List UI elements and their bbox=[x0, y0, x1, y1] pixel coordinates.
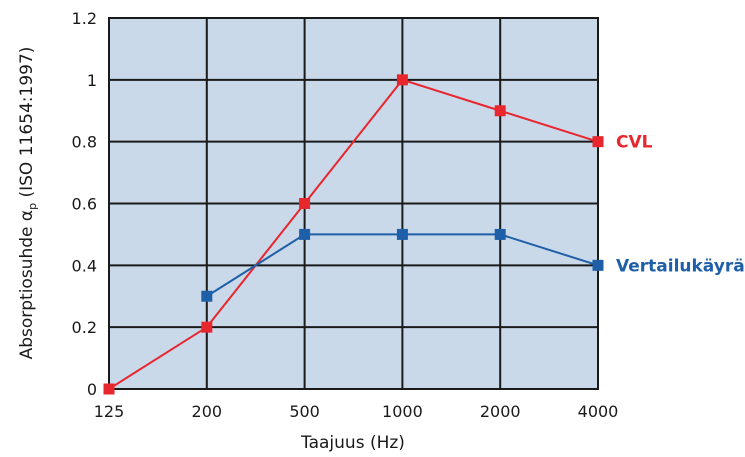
x-tick-label: 4000 bbox=[578, 402, 619, 421]
y-tick-label: 0.6 bbox=[72, 195, 97, 214]
y-axis-title-standard: (ISO 11654:1997) bbox=[17, 47, 37, 203]
y-axis-title: Absorptiosuhde αp (ISO 11654:1997) bbox=[17, 47, 39, 360]
data-point-marker bbox=[592, 136, 604, 148]
y-axis-title-subscript: p bbox=[26, 203, 39, 210]
series-line-0 bbox=[108, 78, 599, 390]
x-tick-label: 1000 bbox=[382, 402, 423, 421]
series-labels: CVL Vertailukäyrä bbox=[616, 133, 745, 277]
x-axis-title: Taajuus (Hz) bbox=[300, 433, 405, 453]
y-axis-title-main: Absorptiosuhde α bbox=[17, 210, 37, 360]
series-label: CVL bbox=[616, 133, 653, 153]
x-tick-label: 2000 bbox=[480, 402, 521, 421]
y-tick-label: 1.2 bbox=[72, 9, 97, 28]
data-point-marker bbox=[494, 228, 506, 240]
data-point-marker bbox=[103, 383, 115, 395]
data-point-marker bbox=[201, 321, 213, 333]
data-point-marker bbox=[592, 259, 604, 271]
x-tick-labels: 125 200 500 1000 2000 4000 bbox=[94, 402, 619, 421]
data-point-marker bbox=[299, 228, 311, 240]
data-point-marker bbox=[396, 228, 408, 240]
y-tick-label: 0 bbox=[87, 380, 97, 399]
data-point-marker bbox=[201, 290, 213, 302]
data-point-marker bbox=[299, 198, 311, 209]
x-tick-label: 500 bbox=[289, 402, 320, 421]
y-tick-label: 1 bbox=[87, 71, 97, 90]
data-point-marker bbox=[396, 74, 408, 86]
y-tick-label: 0.8 bbox=[72, 133, 97, 152]
y-tick-label: 0.2 bbox=[72, 318, 97, 337]
series-label: Vertailukäyrä bbox=[616, 256, 745, 276]
data-point-marker bbox=[494, 105, 506, 117]
y-tick-labels: 0 0.2 0.4 0.6 0.8 1 1.2 bbox=[72, 9, 97, 399]
series-layer bbox=[103, 74, 604, 395]
x-tick-label: 125 bbox=[94, 402, 125, 421]
plot-frame bbox=[108, 17, 599, 390]
y-tick-label: 0.4 bbox=[72, 256, 97, 275]
x-tick-label: 200 bbox=[192, 402, 223, 421]
